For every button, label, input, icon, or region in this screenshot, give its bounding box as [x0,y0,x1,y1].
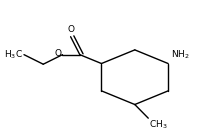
Text: CH$_3$: CH$_3$ [149,119,168,131]
Text: H$_3$C: H$_3$C [4,48,23,61]
Text: O: O [55,49,62,59]
Text: NH$_2$: NH$_2$ [171,49,190,62]
Text: O: O [67,25,74,34]
